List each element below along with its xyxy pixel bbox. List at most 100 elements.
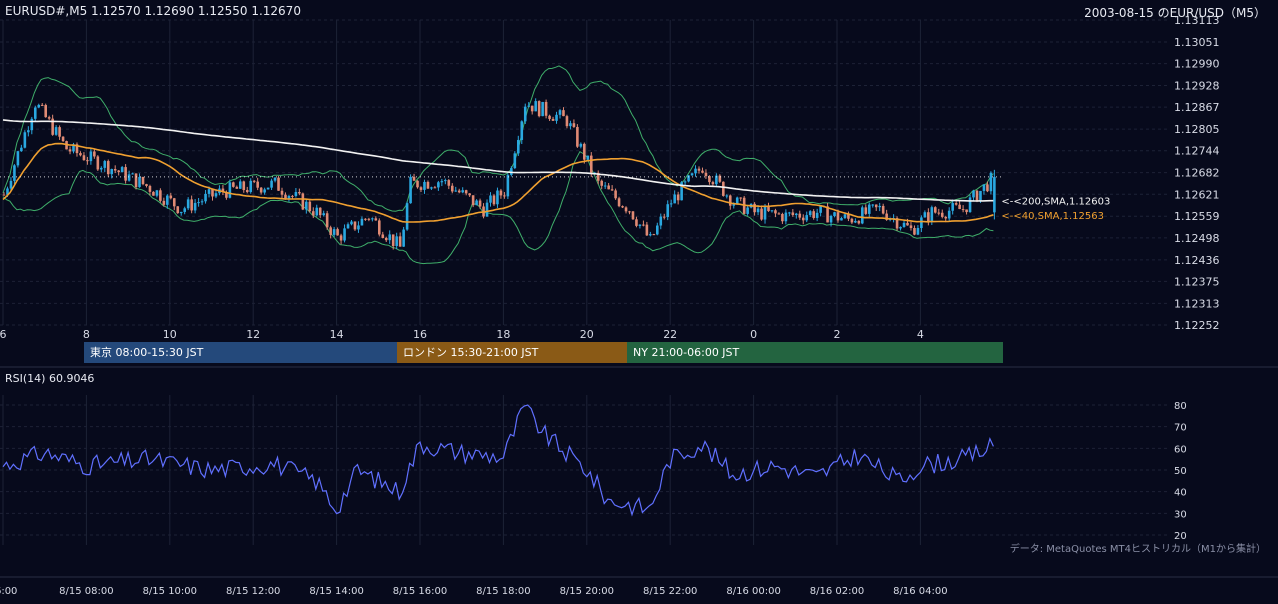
bear-candle	[68, 149, 72, 152]
moving-average-layer: <-<200,SMA,1.12603 <-<40,SMA,1.12563	[0, 119, 1110, 223]
session-london: ロンドン 15:30-21:00 JST	[397, 342, 627, 363]
rsi-tick-label: 20	[1174, 531, 1187, 542]
bull-candle	[510, 168, 513, 175]
bear-candle	[934, 207, 937, 213]
bear-candle	[457, 190, 461, 193]
bear-candle	[367, 218, 371, 220]
bear-candle	[51, 118, 54, 135]
bear-candle	[596, 172, 600, 181]
bear-candle	[774, 210, 777, 214]
bollinger-upper-line	[2, 65, 994, 212]
price-tick-label: 1.12621	[1174, 188, 1220, 201]
bear-candle	[211, 189, 214, 197]
bull-candle	[409, 176, 412, 204]
bear-candle	[419, 187, 423, 190]
bear-candle	[134, 173, 138, 188]
bull-candle	[916, 228, 920, 235]
bull-candle	[833, 212, 836, 216]
bear-candle	[225, 191, 228, 198]
bear-candle	[259, 187, 263, 193]
bull-candle	[523, 106, 527, 122]
bull-candle	[506, 174, 510, 197]
price-tick-label: 1.12744	[1174, 145, 1220, 158]
bull-candle	[527, 105, 531, 107]
bull-candle	[166, 195, 169, 205]
bear-candle	[767, 206, 770, 212]
bull-candle	[322, 213, 325, 216]
bull-candle	[534, 101, 537, 112]
bear-candle	[252, 180, 256, 182]
bear-candle	[141, 176, 145, 185]
bear-candle	[701, 170, 704, 173]
bull-candle	[89, 151, 93, 162]
bull-candle	[343, 228, 346, 241]
bear-candle	[503, 195, 506, 197]
bear-candle	[162, 200, 166, 205]
bear-candle	[739, 197, 742, 199]
bear-candle	[906, 222, 909, 226]
bull-candle	[756, 208, 760, 213]
time-tick-label: 8/16 02:00	[810, 586, 864, 597]
bull-candle	[110, 169, 114, 175]
bear-candle	[958, 204, 961, 210]
bear-candle	[826, 206, 829, 223]
bull-candle	[989, 172, 993, 192]
bull-candle	[485, 202, 489, 217]
time-tick-label: 8/16 00:00	[726, 586, 780, 597]
bull-candle	[854, 220, 857, 223]
bear-candle	[40, 104, 44, 106]
rsi-tick-label: 50	[1174, 466, 1187, 477]
bull-candle	[715, 175, 718, 185]
price-tick-label: 1.13113	[1174, 14, 1220, 27]
bear-candle	[75, 144, 79, 154]
bear-candle	[708, 176, 711, 183]
bear-candle	[975, 190, 979, 202]
bear-candle	[548, 115, 551, 119]
bull-candle	[520, 121, 524, 140]
bear-candle	[381, 234, 385, 238]
bull-candle	[819, 206, 822, 213]
bear-candle	[864, 207, 868, 214]
bull-candle	[13, 165, 16, 181]
bull-candle	[402, 229, 405, 247]
bear-candle	[885, 213, 888, 220]
price-tick-label: 1.12867	[1174, 101, 1220, 114]
bear-candle	[760, 208, 763, 220]
bear-candle	[610, 189, 614, 191]
bear-candle	[364, 218, 367, 220]
bull-candle	[27, 130, 30, 133]
bull-candle	[513, 153, 517, 169]
bull-candle	[405, 203, 409, 230]
bear-candle	[339, 235, 343, 241]
bear-candle	[298, 192, 301, 194]
bear-candle	[280, 190, 284, 195]
time-tick-label: 8/15 10:00	[143, 586, 197, 597]
bear-candle	[82, 155, 86, 161]
bull-candle	[735, 197, 739, 205]
time-tick-label: 06:00	[0, 586, 17, 597]
bear-candle	[704, 172, 708, 177]
bear-candle	[572, 123, 576, 127]
bear-candle	[544, 101, 548, 116]
bear-candle	[416, 180, 419, 188]
bear-candle	[169, 195, 173, 199]
bull-candle	[732, 204, 736, 206]
bear-candle	[398, 236, 402, 247]
bull-candle	[33, 107, 37, 119]
bear-candle	[384, 237, 388, 241]
bull-candle	[829, 215, 833, 223]
bear-candle	[857, 220, 861, 224]
bear-candle	[631, 211, 635, 220]
time-tick-label: 8/15 22:00	[643, 586, 697, 597]
hour-tick-label: 22	[663, 328, 677, 341]
bear-candle	[61, 136, 65, 142]
rsi-tick-label: 60	[1174, 444, 1187, 455]
bear-candle	[353, 221, 357, 230]
bull-candle	[371, 218, 374, 220]
bear-candle	[468, 193, 471, 196]
bull-candle	[266, 187, 270, 190]
bull-candle	[440, 181, 444, 183]
bear-candle	[645, 224, 649, 236]
bear-candle	[583, 143, 586, 160]
bull-candle	[555, 114, 558, 121]
